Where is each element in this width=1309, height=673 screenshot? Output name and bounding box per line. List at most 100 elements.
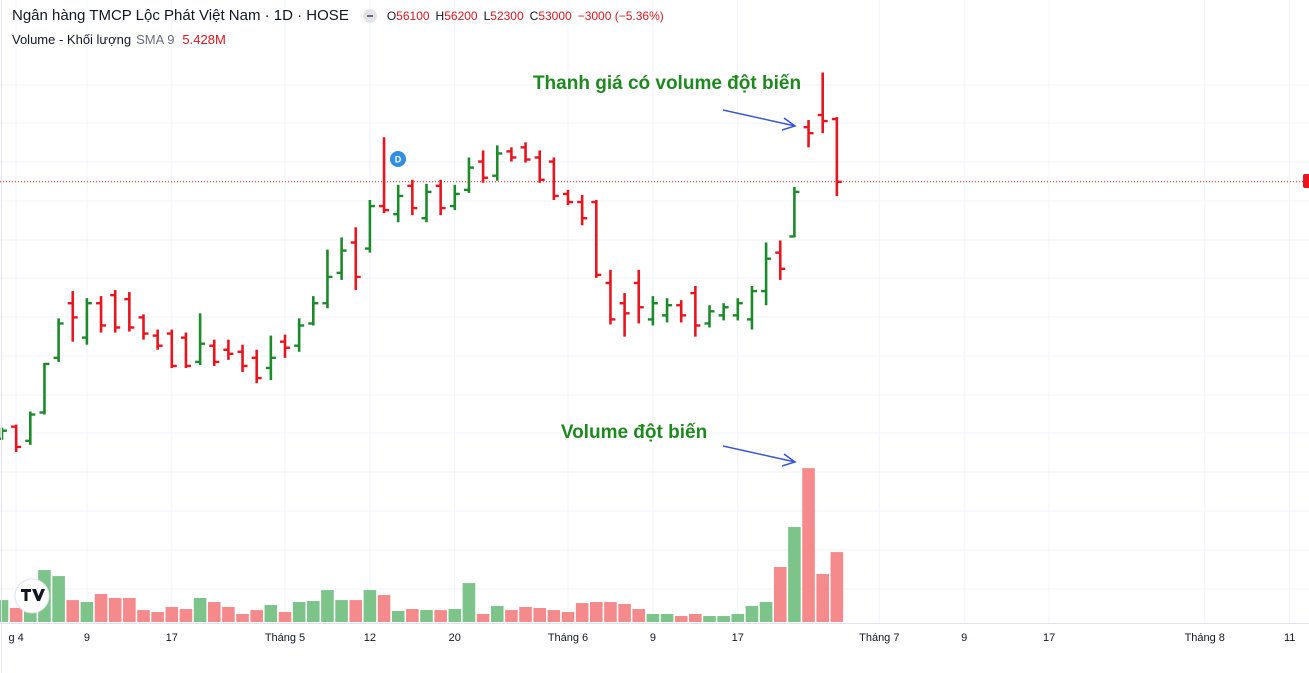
ohlc-label: H xyxy=(435,8,445,23)
x-tick-label: Tháng 5 xyxy=(265,632,305,644)
logo xyxy=(14,578,50,614)
x-tick-label: Tháng 7 xyxy=(859,632,899,644)
volume-bar xyxy=(66,600,80,622)
arrow xyxy=(722,445,796,463)
open-value: 56100 xyxy=(396,8,430,23)
change-value: −3000 (−5.36%) xyxy=(577,8,664,23)
volume-bar xyxy=(108,598,122,622)
x-tick-label: g 4 xyxy=(9,632,24,644)
x-tick-label: 20 xyxy=(449,632,461,644)
volume-bar xyxy=(0,600,9,622)
x-tick-label: Tháng 6 xyxy=(548,632,588,644)
symbol-title: Ngân hàng TMCP Lộc Phát Việt Nam · 1D · … xyxy=(12,7,349,24)
sma-value: 5.428M xyxy=(182,32,226,47)
x-tick-label: 9 xyxy=(84,632,90,644)
volume-bar xyxy=(52,576,65,622)
volume-bar xyxy=(533,607,546,622)
volume-bar xyxy=(618,603,631,622)
volume-bar xyxy=(462,583,476,622)
volume-bar xyxy=(731,613,745,622)
volume-bar xyxy=(292,602,306,622)
volume-bar xyxy=(179,609,193,622)
volume-pane xyxy=(0,468,844,622)
price-tag xyxy=(1303,174,1309,188)
volume-bar xyxy=(335,600,348,622)
volume-bar xyxy=(377,595,391,622)
x-tick-label: Tháng 8 xyxy=(1185,632,1225,644)
volume-bar xyxy=(420,610,433,622)
x-tick-label: 11 xyxy=(1284,632,1295,644)
volume-bar xyxy=(590,602,603,622)
ohlc-label: O xyxy=(386,8,397,23)
volume-bar xyxy=(717,616,730,622)
low-value: 52300 xyxy=(490,8,524,23)
close-value: 53000 xyxy=(538,8,572,23)
volume-bar xyxy=(236,613,249,622)
ohlc-label: C xyxy=(529,8,539,23)
volume-bar xyxy=(745,606,759,622)
volume-bar xyxy=(660,613,674,622)
volume-bar xyxy=(561,612,575,622)
x-tick-label: 9 xyxy=(650,632,656,644)
volume-bar xyxy=(434,610,447,622)
volume-header: Volume - Khối lượng SMA 9 5.428M xyxy=(12,32,226,47)
x-tick-label: 17 xyxy=(166,632,178,644)
volume-bar xyxy=(307,600,320,622)
arrow xyxy=(722,109,796,127)
volume-bar xyxy=(830,552,844,622)
volume-bar xyxy=(222,606,235,622)
volume-bar xyxy=(759,602,773,622)
volume-bar xyxy=(448,609,462,622)
x-tick-label: 17 xyxy=(1043,632,1055,644)
volume-bar xyxy=(604,602,617,622)
volume-bar xyxy=(773,566,787,622)
volume-bar xyxy=(575,603,589,622)
volume-bar xyxy=(151,612,164,622)
volume-bar xyxy=(137,610,150,622)
annotation: Volume đột biến xyxy=(561,422,707,443)
volume-bar xyxy=(264,605,278,622)
x-axis: g 4 9 17 Tháng 5 12 20 Tháng 6 9 17 Tháng 7 9 17 Thá… xyxy=(9,632,1296,644)
volume-bar xyxy=(632,609,646,622)
volume-bar xyxy=(9,607,23,622)
volume-bar xyxy=(703,616,716,622)
volume-bar xyxy=(490,606,504,622)
volume-bar xyxy=(406,609,419,622)
horizontal-grid xyxy=(0,84,1309,590)
x-tick-label: 12 xyxy=(364,632,376,644)
volume-bar xyxy=(250,610,263,622)
volume-name: Volume - Khối lượng xyxy=(12,32,132,47)
volume-bar xyxy=(816,574,829,622)
volume-bar xyxy=(123,598,136,622)
status-icon[interactable] xyxy=(362,8,377,23)
annotation-arrows xyxy=(722,109,797,467)
high-value: 56200 xyxy=(444,8,478,23)
volume-bar xyxy=(349,600,363,622)
arrow-head xyxy=(781,453,797,467)
annotation: Thanh giá có volume đột biến xyxy=(533,73,801,94)
volume-bar xyxy=(476,613,490,622)
volume-bar xyxy=(94,593,108,622)
volume-bar xyxy=(363,590,377,622)
volume-bar xyxy=(674,616,688,622)
x-tick-label: 9 xyxy=(961,632,967,644)
sma-label: SMA 9 xyxy=(136,32,175,47)
volume-bar xyxy=(207,602,221,622)
logo-badge xyxy=(14,578,50,614)
volume-bar xyxy=(193,598,207,622)
ohlc-label: L xyxy=(483,8,491,23)
volume-bar xyxy=(505,610,518,622)
volume-bar xyxy=(547,610,561,622)
vertical-grid xyxy=(15,0,1291,623)
volume-bar xyxy=(80,602,94,622)
header: Ngân hàng TMCP Lộc Phát Việt Nam · 1D · … xyxy=(12,7,664,24)
volume-bar xyxy=(519,606,532,622)
volume-bar xyxy=(689,613,702,622)
event-marker[interactable] xyxy=(390,151,406,167)
volume-bar xyxy=(788,527,801,622)
volume-bar xyxy=(646,613,660,622)
volume-bar xyxy=(165,606,179,622)
